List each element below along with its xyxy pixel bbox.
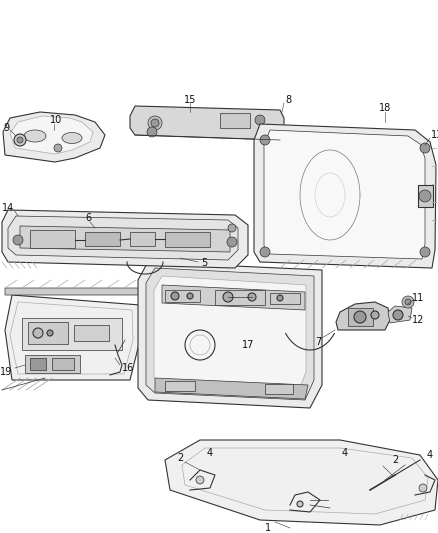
Text: 1: 1	[265, 523, 271, 533]
Circle shape	[419, 484, 427, 492]
Circle shape	[171, 292, 179, 300]
Bar	[418, 185, 433, 207]
Circle shape	[405, 299, 411, 305]
Text: 8: 8	[285, 95, 291, 105]
Text: 4: 4	[342, 448, 348, 458]
Circle shape	[148, 116, 162, 130]
Polygon shape	[165, 440, 438, 525]
Circle shape	[255, 115, 265, 125]
Circle shape	[248, 293, 256, 301]
Text: 12: 12	[412, 315, 424, 325]
Ellipse shape	[24, 130, 46, 142]
Circle shape	[228, 224, 236, 232]
Text: 17: 17	[242, 340, 254, 350]
Text: 5: 5	[201, 258, 207, 268]
Circle shape	[196, 476, 204, 484]
Circle shape	[13, 235, 23, 245]
Bar	[348, 308, 373, 326]
Circle shape	[297, 501, 303, 507]
Circle shape	[402, 296, 414, 308]
Bar	[85, 232, 120, 246]
Text: 18: 18	[379, 103, 391, 113]
Polygon shape	[155, 378, 308, 399]
Bar	[30, 230, 75, 248]
Polygon shape	[5, 288, 140, 295]
Bar	[28, 322, 68, 344]
Polygon shape	[388, 306, 412, 323]
Circle shape	[223, 292, 233, 302]
Bar	[265, 384, 293, 394]
Text: 19: 19	[0, 367, 12, 377]
Circle shape	[393, 310, 403, 320]
Circle shape	[147, 127, 157, 137]
Circle shape	[260, 247, 270, 257]
Bar	[130, 232, 155, 246]
Polygon shape	[20, 226, 230, 252]
Text: 6: 6	[85, 213, 91, 223]
Polygon shape	[138, 262, 322, 408]
Polygon shape	[10, 116, 93, 154]
Ellipse shape	[62, 133, 82, 143]
Bar	[215, 290, 265, 305]
Polygon shape	[5, 295, 140, 380]
Bar	[22, 318, 122, 350]
Polygon shape	[336, 302, 390, 330]
Bar	[220, 113, 250, 128]
Polygon shape	[3, 112, 105, 162]
Text: 4: 4	[427, 450, 433, 460]
Bar	[165, 290, 200, 302]
Bar	[270, 293, 300, 304]
Circle shape	[260, 135, 270, 145]
Text: 15: 15	[184, 95, 196, 105]
Text: 13: 13	[431, 130, 438, 140]
Polygon shape	[162, 285, 305, 310]
Polygon shape	[254, 124, 436, 268]
Text: 14: 14	[2, 203, 14, 213]
Text: 9: 9	[3, 123, 9, 133]
Polygon shape	[2, 210, 248, 268]
Circle shape	[47, 330, 53, 336]
Circle shape	[187, 293, 193, 299]
Circle shape	[419, 190, 431, 202]
Bar	[52, 358, 74, 370]
Polygon shape	[130, 106, 284, 140]
Bar	[74, 325, 109, 341]
Polygon shape	[8, 216, 238, 260]
Circle shape	[420, 143, 430, 153]
Bar	[25, 355, 80, 373]
Text: 2: 2	[392, 455, 398, 465]
Circle shape	[354, 311, 366, 323]
Circle shape	[151, 119, 159, 127]
Text: 7: 7	[315, 337, 321, 347]
Bar	[165, 232, 210, 247]
Text: 4: 4	[207, 448, 213, 458]
Circle shape	[371, 311, 379, 319]
Circle shape	[277, 295, 283, 301]
Polygon shape	[154, 276, 306, 392]
Circle shape	[227, 237, 237, 247]
Polygon shape	[264, 130, 425, 259]
Text: 16: 16	[122, 363, 134, 373]
Bar	[165, 381, 195, 391]
Circle shape	[420, 247, 430, 257]
Text: 2: 2	[177, 453, 183, 463]
Text: 11: 11	[412, 293, 424, 303]
Text: 10: 10	[50, 115, 62, 125]
Circle shape	[14, 134, 26, 146]
Bar	[30, 358, 46, 370]
Circle shape	[54, 144, 62, 152]
Circle shape	[17, 137, 23, 143]
Polygon shape	[146, 268, 314, 400]
Circle shape	[33, 328, 43, 338]
